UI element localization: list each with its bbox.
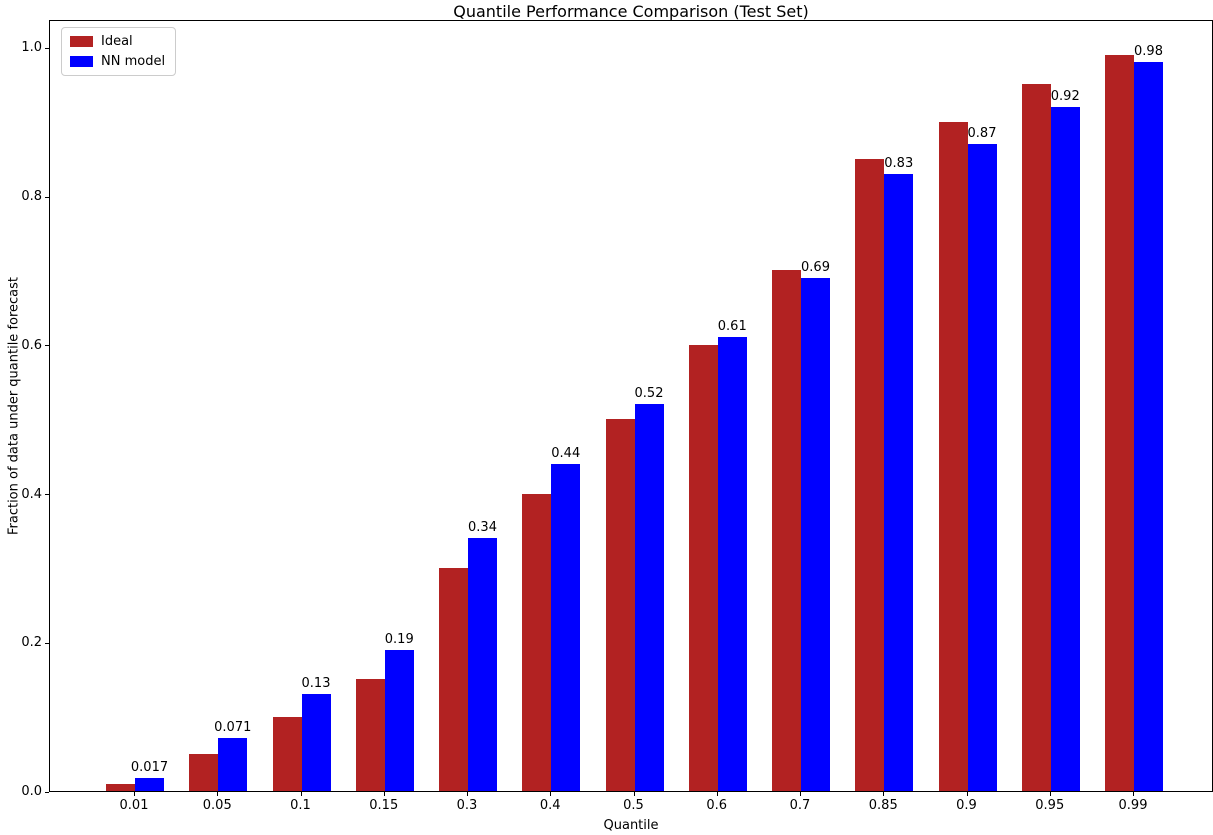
nn-model-bar — [1134, 62, 1163, 791]
x-tick — [800, 792, 801, 796]
nn-model-bar — [218, 738, 248, 791]
legend: Ideal NN model — [61, 27, 177, 76]
legend-item-nn-model: NN model — [70, 54, 165, 69]
bar-value-label: 0.83 — [884, 156, 914, 171]
x-tick-label: 0.85 — [868, 798, 898, 813]
bar-value-label: 0.071 — [214, 720, 252, 735]
bar-value-label: 0.19 — [384, 632, 414, 647]
x-tick — [134, 792, 135, 796]
x-tick-label: 0.15 — [369, 798, 399, 813]
ideal-bar — [1021, 84, 1051, 791]
nn-model-bar — [135, 778, 164, 791]
x-tick-label: 0.3 — [456, 798, 478, 813]
ideal-bar — [772, 270, 801, 791]
legend-label-ideal: Ideal — [101, 34, 133, 49]
nn-model-bar — [884, 174, 914, 791]
plot-area: Ideal NN model 0.017 0.071 0.13 0.19 0.34 0.4… — [49, 20, 1213, 792]
ideal-color-swatch — [70, 36, 93, 47]
nn-model-bar — [301, 694, 331, 791]
bar-value-label: 0.017 — [130, 760, 169, 775]
bar-value-label: 0.69 — [801, 260, 830, 275]
x-axis-label: Quantile — [603, 818, 659, 833]
ideal-bar — [855, 159, 885, 791]
chart-title: Quantile Performance Comparison (Test Se… — [453, 2, 809, 21]
y-tick-label: 0.0 — [21, 784, 42, 799]
y-tick-label: 0.4 — [21, 486, 42, 502]
bar-value-label: 0.92 — [1050, 89, 1080, 104]
x-tick — [550, 792, 552, 796]
bar-value-label: 0.13 — [301, 676, 331, 691]
nn-model-bar — [551, 464, 581, 791]
nn-model-bar — [384, 650, 414, 791]
y-tick-label: 0.2 — [21, 635, 42, 651]
ideal-bar — [1105, 55, 1134, 791]
x-tick — [633, 792, 635, 796]
x-tick-label: 0.99 — [1118, 798, 1148, 813]
bar-value-label: 0.61 — [717, 319, 747, 334]
nn-model-bar — [801, 278, 830, 791]
x-tick — [966, 792, 968, 796]
y-tick — [45, 196, 49, 198]
y-tick — [45, 791, 49, 793]
x-tick — [300, 792, 302, 796]
bar-value-label: 0.52 — [634, 386, 664, 401]
x-tick-label: 0.4 — [539, 798, 561, 813]
y-tick-label: 0.8 — [21, 189, 42, 204]
bar-value-label: 0.44 — [551, 446, 581, 461]
x-tick-label: 0.01 — [119, 798, 149, 813]
nn-model-bar — [468, 538, 497, 791]
ideal-bar — [189, 754, 219, 791]
y-tick-label: 0.6 — [21, 337, 42, 353]
x-tick — [217, 792, 219, 796]
ideal-bar — [605, 419, 635, 791]
ideal-bar — [106, 784, 135, 791]
ideal-bar — [688, 345, 718, 791]
x-tick — [883, 792, 885, 796]
ideal-bar — [272, 717, 302, 791]
ideal-bar — [355, 679, 385, 791]
y-tick-label: 1.0 — [21, 40, 42, 56]
x-tick — [467, 792, 468, 796]
nn-model-bar — [634, 404, 664, 791]
ideal-bar — [439, 568, 468, 791]
x-tick-label: 0.5 — [623, 798, 644, 813]
legend-label-nn-model: NN model — [101, 54, 166, 69]
x-tick-label: 0.7 — [789, 798, 811, 813]
legend-item-ideal: Ideal — [70, 34, 165, 49]
x-tick-label: 0.05 — [202, 798, 232, 813]
nn-model-color-swatch — [70, 56, 93, 67]
x-tick-label: 0.95 — [1035, 798, 1065, 813]
ideal-bar — [938, 122, 968, 791]
y-tick — [45, 345, 49, 347]
x-tick-label: 0.1 — [290, 798, 311, 813]
x-tick-label: 0.9 — [956, 798, 977, 813]
bar-value-label: 0.34 — [468, 520, 497, 535]
nn-model-bar — [717, 337, 747, 791]
nn-model-bar — [1050, 107, 1080, 791]
y-tick — [45, 47, 49, 49]
bar-value-label: 0.98 — [1134, 44, 1163, 59]
x-tick — [1049, 792, 1051, 796]
ideal-bar — [522, 494, 552, 791]
y-tick — [45, 494, 49, 495]
x-tick-label: 0.6 — [706, 798, 728, 813]
bar-value-label: 0.87 — [967, 126, 997, 141]
x-tick — [383, 792, 385, 796]
x-tick — [1133, 792, 1134, 796]
x-tick — [716, 792, 718, 796]
y-tick — [45, 642, 49, 644]
nn-model-bar — [967, 144, 997, 791]
